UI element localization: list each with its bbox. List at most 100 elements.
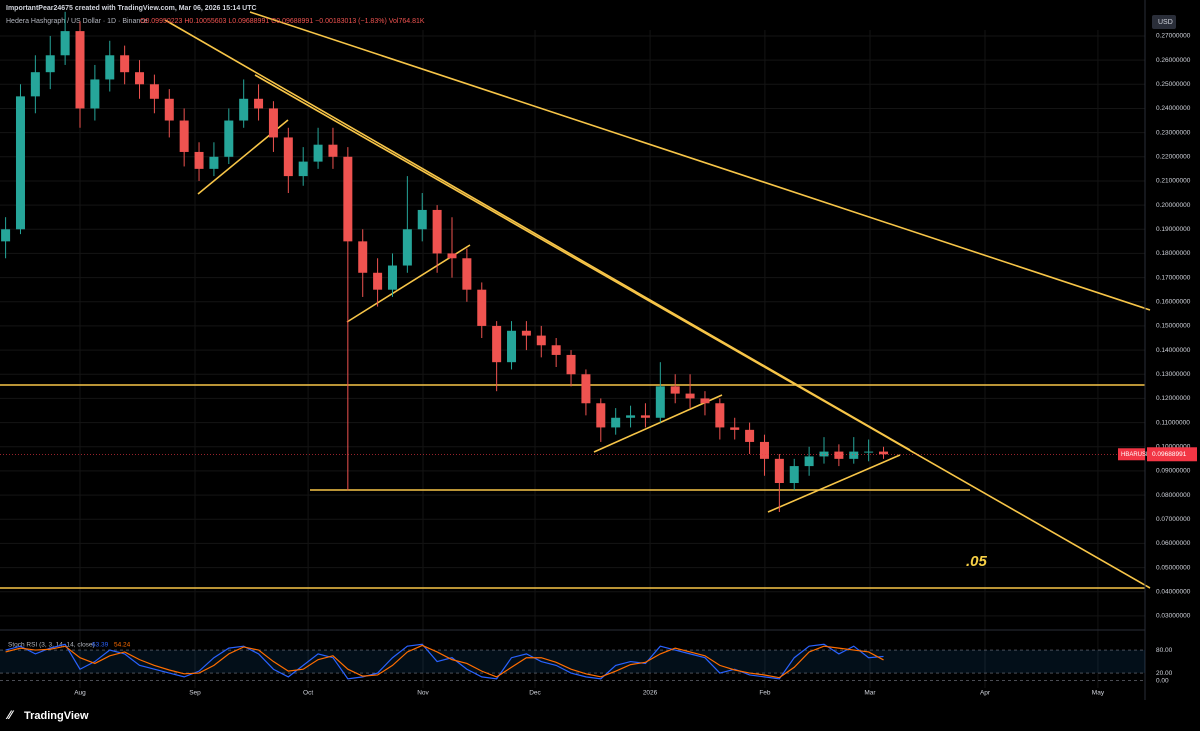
x-tick-label: Mar — [864, 690, 876, 697]
attribution: ImportantPear24675 created with TradingV… — [6, 5, 257, 12]
trend-line — [249, 11, 1151, 311]
y-tick-label: 0.25000000 — [1156, 81, 1191, 88]
candle-body — [402, 229, 412, 266]
candle-body — [209, 156, 219, 169]
symbol-tag: HBARUSD — [1121, 452, 1151, 458]
y-tick-label: 0.19000000 — [1156, 226, 1191, 233]
candle-body — [75, 31, 85, 109]
candle-body — [536, 335, 546, 346]
y-tick-label: 0.26000000 — [1156, 57, 1191, 64]
stoch-tick-label: 20.00 — [1156, 670, 1173, 677]
y-tick-label: 0.23000000 — [1156, 129, 1191, 136]
price-tag: 0.09688991 — [1152, 451, 1187, 458]
candle-body — [373, 272, 383, 290]
candle-body — [15, 96, 25, 230]
candle-body — [507, 330, 517, 363]
y-tick-label: 0.09000000 — [1156, 468, 1191, 475]
y-tick-label: 0.08000000 — [1156, 492, 1191, 499]
symbol: Hedera Hashgraph / US Dollar · 1D · Bina… — [6, 18, 148, 25]
candle-body — [135, 72, 145, 85]
symbol-tag-box — [1118, 448, 1145, 461]
candle-body — [611, 417, 621, 428]
candle-body — [343, 156, 353, 242]
candle-body — [849, 451, 859, 459]
x-tick-label: 2026 — [643, 690, 658, 697]
trend-line — [593, 394, 723, 453]
candle-body — [90, 79, 100, 109]
y-tick-label: 0.18000000 — [1156, 250, 1191, 257]
candle-body — [685, 393, 695, 399]
candle-body — [804, 456, 814, 467]
candle-body — [358, 241, 368, 273]
candle-body — [462, 258, 472, 290]
y-tick-label: 0.07000000 — [1156, 516, 1191, 523]
y-tick-label: 0.05000000 — [1156, 564, 1191, 571]
indicator-line — [5, 644, 884, 679]
y-tick-label: 0.11000000 — [1156, 419, 1190, 426]
candle-body — [566, 354, 576, 375]
candle-body — [120, 55, 130, 73]
y-tick-label: 0.04000000 — [1156, 588, 1191, 595]
candle-body — [387, 265, 397, 290]
candle-body — [164, 98, 174, 121]
candle-body — [432, 209, 442, 254]
x-tick-label: Dec — [529, 690, 541, 697]
brand: TradingView — [24, 710, 89, 722]
grid — [0, 30, 1145, 688]
trend-line — [767, 454, 901, 513]
x-tick-label: Sep — [189, 690, 201, 697]
annotation: .05 — [966, 553, 988, 570]
drawings — [0, 11, 1151, 589]
x-tick-label: Oct — [303, 690, 313, 697]
currency: USD — [1158, 19, 1173, 26]
candle-body — [492, 325, 502, 363]
candle-body — [774, 458, 784, 484]
candle-body — [700, 398, 710, 404]
candle-body — [417, 209, 427, 230]
x-tick-label: Feb — [759, 690, 771, 697]
indicator-value: 54.24 — [114, 642, 131, 649]
y-tick-label: 0.06000000 — [1156, 540, 1191, 547]
candle-body — [670, 386, 680, 394]
candle-body — [745, 429, 755, 442]
candle-body — [655, 386, 665, 418]
candle-body — [254, 98, 264, 109]
candle-body — [313, 144, 323, 162]
y-tick-label: 0.13000000 — [1156, 371, 1191, 378]
candle-body — [60, 31, 70, 56]
candle-body — [298, 161, 308, 177]
x-tick-label: Nov — [417, 690, 429, 697]
y-tick-label: 0.27000000 — [1156, 33, 1191, 40]
candle-body — [239, 98, 249, 121]
candle-body — [224, 120, 234, 157]
trend-line — [254, 74, 1151, 589]
indicator-value: 63.39 — [92, 642, 109, 649]
candle-body — [834, 451, 844, 459]
trend-line — [164, 19, 911, 451]
indicator-label: Stoch RSI (3, 3, 14, 14, close) — [8, 642, 95, 649]
currency-box — [1152, 15, 1176, 29]
candle-body — [328, 144, 338, 157]
y-tick-label: 0.15000000 — [1156, 323, 1191, 330]
candle-body — [447, 253, 457, 259]
y-tick-label: 0.20000000 — [1156, 202, 1191, 209]
candle-body — [626, 415, 636, 418]
price-tag-box — [1147, 447, 1197, 462]
candle-body — [30, 72, 40, 97]
candle-body — [105, 55, 115, 80]
candle-body — [149, 84, 159, 99]
x-tick-label: May — [1092, 690, 1105, 697]
candle-body — [730, 427, 740, 430]
y-tick-label: 0.14000000 — [1156, 347, 1191, 354]
candle-body — [45, 55, 55, 73]
candle-body — [640, 415, 650, 418]
y-tick-label: 0.17000000 — [1156, 274, 1191, 281]
candle-body — [759, 441, 769, 459]
logo-mark: ⁄⁄ — [5, 708, 15, 722]
candle-body — [283, 137, 293, 177]
candle-body — [551, 345, 561, 355]
candle-body — [879, 451, 889, 455]
y-tick-label: 0.21000000 — [1156, 178, 1191, 185]
